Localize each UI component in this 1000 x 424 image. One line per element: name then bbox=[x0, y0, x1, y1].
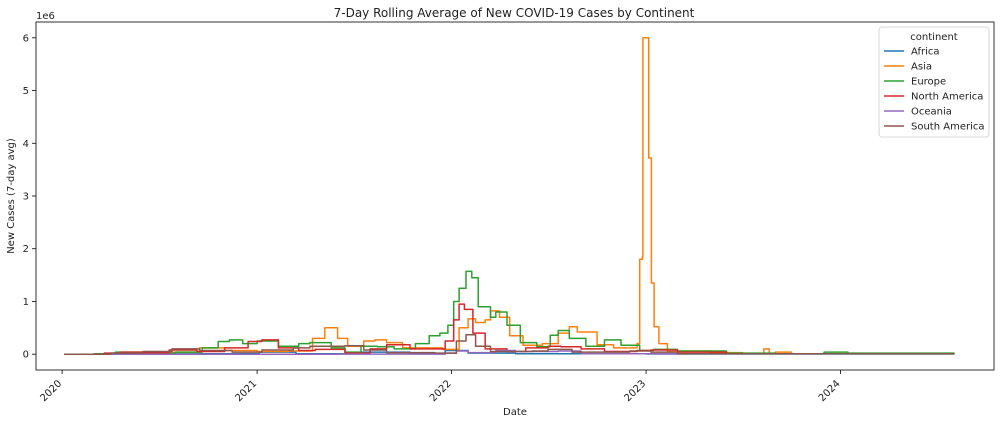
y-axis-label: New Cases (7-day avg) bbox=[6, 138, 17, 254]
y-tick-label: 1 bbox=[23, 297, 29, 308]
series-line-north-america bbox=[64, 303, 955, 355]
plot-frame bbox=[35, 21, 995, 371]
y-tick-label: 5 bbox=[23, 86, 29, 97]
x-axis: 2020 2021 2022 2023 2024 bbox=[38, 370, 843, 404]
series-layer bbox=[64, 37, 955, 355]
y-axis: 0 1 2 3 4 5 6 bbox=[23, 33, 36, 361]
legend-label-europe: Europe bbox=[911, 77, 946, 88]
y-tick-label: 4 bbox=[23, 139, 29, 150]
series-line-south-america bbox=[64, 333, 955, 355]
legend-label-north-america: North America bbox=[911, 92, 983, 103]
series-line-europe bbox=[64, 270, 955, 355]
x-tick-label: 2024 bbox=[817, 378, 843, 404]
x-tick-label: 2020 bbox=[38, 378, 64, 404]
legend-label-asia: Asia bbox=[911, 62, 932, 73]
y-offset-label: 1e6 bbox=[36, 11, 55, 22]
x-tick-label: 2022 bbox=[428, 378, 454, 404]
chart-title: 7-Day Rolling Average of New COVID-19 Ca… bbox=[334, 6, 695, 20]
series-line-asia bbox=[64, 37, 955, 355]
legend-title: continent bbox=[910, 32, 957, 43]
legend-label-south-america: South America bbox=[911, 122, 985, 133]
y-tick-label: 6 bbox=[23, 33, 29, 44]
x-tick-label: 2021 bbox=[233, 378, 259, 404]
legend: continent Africa Asia Europe North America Oc… bbox=[878, 26, 990, 138]
legend-label-oceania: Oceania bbox=[911, 107, 952, 118]
legend-label-africa: Africa bbox=[911, 47, 940, 58]
legend-box bbox=[878, 26, 990, 138]
x-axis-label: Date bbox=[503, 407, 527, 418]
y-tick-label: 3 bbox=[23, 192, 29, 203]
y-tick-label: 0 bbox=[23, 350, 29, 361]
x-tick-label: 2023 bbox=[622, 378, 648, 404]
y-tick-label: 2 bbox=[23, 244, 29, 255]
